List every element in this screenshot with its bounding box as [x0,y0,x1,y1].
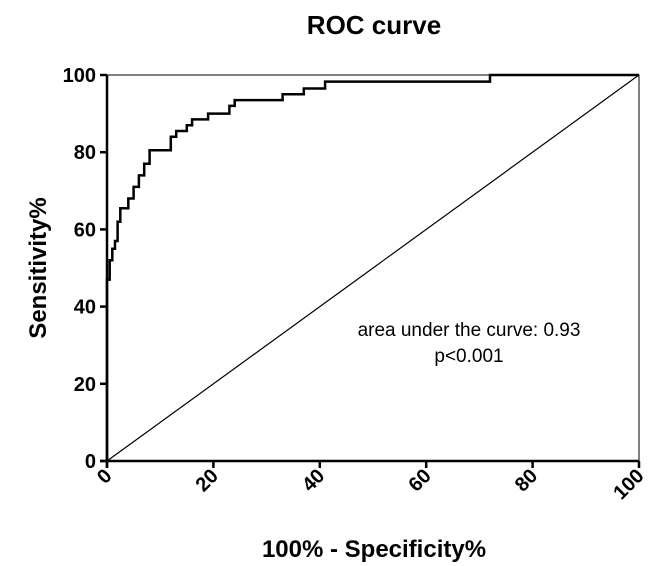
x-tick-label: 40 [298,465,329,496]
reference-diagonal-line [106,74,640,462]
x-tick-label: 60 [404,465,435,496]
roc-curve-line [105,73,639,461]
x-tick-label: 80 [511,465,542,496]
chart-title: ROC curve [307,10,441,40]
y-tick-label: 20 [74,374,96,396]
plot-area: 0 20 40 60 80 100 0 20 40 60 80 100 [63,65,648,504]
x-tick-label: 100 [609,465,648,504]
y-axis-label: Sensitivity% [25,197,52,338]
x-tick-label: 0 [93,465,116,488]
auc-annotation: area under the curve: 0.93 [358,320,581,341]
y-tick-label: 40 [74,297,96,319]
y-tick-label: 100 [63,65,96,87]
y-tick-label: 80 [74,142,96,164]
p-value-annotation: p<0.001 [434,346,503,367]
x-axis-label: 100% - Specificity% [262,536,486,563]
y-tick-label: 60 [74,219,96,241]
y-tick-label: 0 [85,451,96,473]
x-tick-label: 20 [192,465,223,496]
